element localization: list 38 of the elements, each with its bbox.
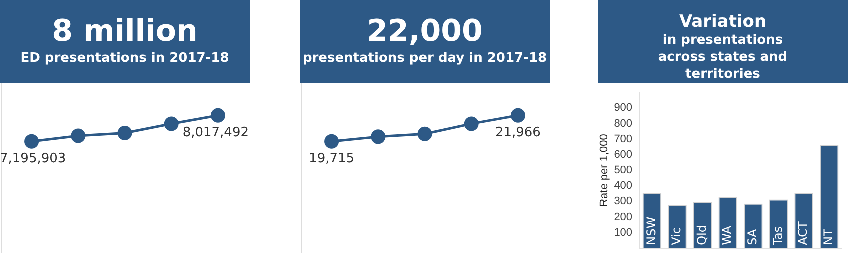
y-tick-label: 100 bbox=[614, 226, 633, 239]
point bbox=[510, 108, 526, 123]
x-tick-label: WA bbox=[720, 225, 734, 246]
x-tick-label: SA bbox=[746, 228, 760, 246]
y-tick-label: 400 bbox=[614, 180, 633, 192]
point bbox=[210, 108, 226, 123]
point bbox=[71, 128, 86, 144]
y-tick-label: 800 bbox=[614, 118, 633, 130]
y-tick-label: 900 bbox=[614, 102, 633, 114]
data-label: 19,715 bbox=[309, 151, 355, 166]
point bbox=[118, 126, 132, 140]
x-tick-label: ACT bbox=[796, 221, 810, 246]
x-tick-label: Tas bbox=[770, 226, 785, 246]
chart-subtitle: ED presentations in 2017-18 bbox=[20, 50, 230, 67]
point bbox=[464, 116, 479, 132]
x-tick-label: NT bbox=[821, 228, 836, 246]
data-label: 7,195,903 bbox=[0, 151, 66, 166]
point bbox=[418, 126, 432, 142]
point bbox=[164, 116, 179, 132]
chart-subtitle: in presentations across states and territories bbox=[657, 32, 789, 83]
chart-title: 8 million bbox=[51, 14, 199, 50]
chart-subtitle: presentations per day in 2017-18 bbox=[302, 50, 548, 67]
point bbox=[324, 134, 340, 149]
y-tick-label: 300 bbox=[614, 196, 633, 208]
y-axis-title: Rate per 1,000 bbox=[598, 134, 611, 207]
x-tick-label: NSW bbox=[644, 216, 658, 246]
point bbox=[24, 134, 40, 149]
chart-title: Variation bbox=[678, 12, 768, 32]
point bbox=[371, 130, 386, 144]
data-label: 8,017,492 bbox=[182, 125, 250, 140]
chart-title: 22,000 bbox=[366, 14, 484, 50]
x-tick-label: Qld bbox=[694, 224, 709, 246]
y-tick-label: 200 bbox=[614, 211, 633, 224]
y-tick-label: 600 bbox=[614, 148, 633, 161]
x-tick-label: Vic bbox=[670, 228, 684, 246]
y-tick-label: 500 bbox=[614, 164, 633, 177]
y-tick-label: 700 bbox=[614, 133, 633, 146]
data-label: 21,966 bbox=[495, 125, 541, 140]
